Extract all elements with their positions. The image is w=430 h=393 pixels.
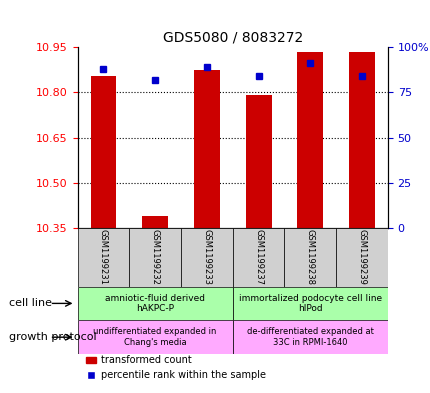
Text: amniotic-fluid derived
hAKPC-P: amniotic-fluid derived hAKPC-P bbox=[105, 294, 205, 313]
Bar bbox=[90, 76, 116, 228]
Text: growth protocol: growth protocol bbox=[9, 332, 96, 342]
FancyBboxPatch shape bbox=[77, 320, 232, 354]
Bar bbox=[348, 51, 374, 228]
Text: GSM1199233: GSM1199233 bbox=[202, 230, 211, 285]
Bar bbox=[194, 70, 219, 228]
FancyBboxPatch shape bbox=[181, 228, 232, 287]
Text: GSM1199239: GSM1199239 bbox=[357, 230, 366, 285]
Legend: transformed count, percentile rank within the sample: transformed count, percentile rank withi… bbox=[82, 352, 269, 384]
Text: cell line: cell line bbox=[9, 298, 52, 309]
FancyBboxPatch shape bbox=[284, 228, 335, 287]
Text: GSM1199238: GSM1199238 bbox=[305, 230, 314, 285]
Text: GSM1199232: GSM1199232 bbox=[150, 230, 159, 285]
Text: GSM1199231: GSM1199231 bbox=[99, 230, 108, 285]
Text: GSM1199237: GSM1199237 bbox=[254, 230, 262, 285]
FancyBboxPatch shape bbox=[77, 228, 129, 287]
FancyBboxPatch shape bbox=[232, 320, 387, 354]
FancyBboxPatch shape bbox=[232, 228, 284, 287]
FancyBboxPatch shape bbox=[335, 228, 387, 287]
FancyBboxPatch shape bbox=[232, 287, 387, 320]
Bar bbox=[142, 216, 168, 228]
Text: undifferentiated expanded in
Chang's media: undifferentiated expanded in Chang's med… bbox=[93, 327, 216, 347]
FancyBboxPatch shape bbox=[77, 287, 232, 320]
FancyBboxPatch shape bbox=[129, 228, 181, 287]
Bar bbox=[297, 51, 322, 228]
Text: immortalized podocyte cell line
hIPod: immortalized podocyte cell line hIPod bbox=[238, 294, 381, 313]
Bar bbox=[245, 95, 271, 228]
Text: de-differentiated expanded at
33C in RPMI-1640: de-differentiated expanded at 33C in RPM… bbox=[246, 327, 373, 347]
Title: GDS5080 / 8083272: GDS5080 / 8083272 bbox=[162, 31, 302, 44]
